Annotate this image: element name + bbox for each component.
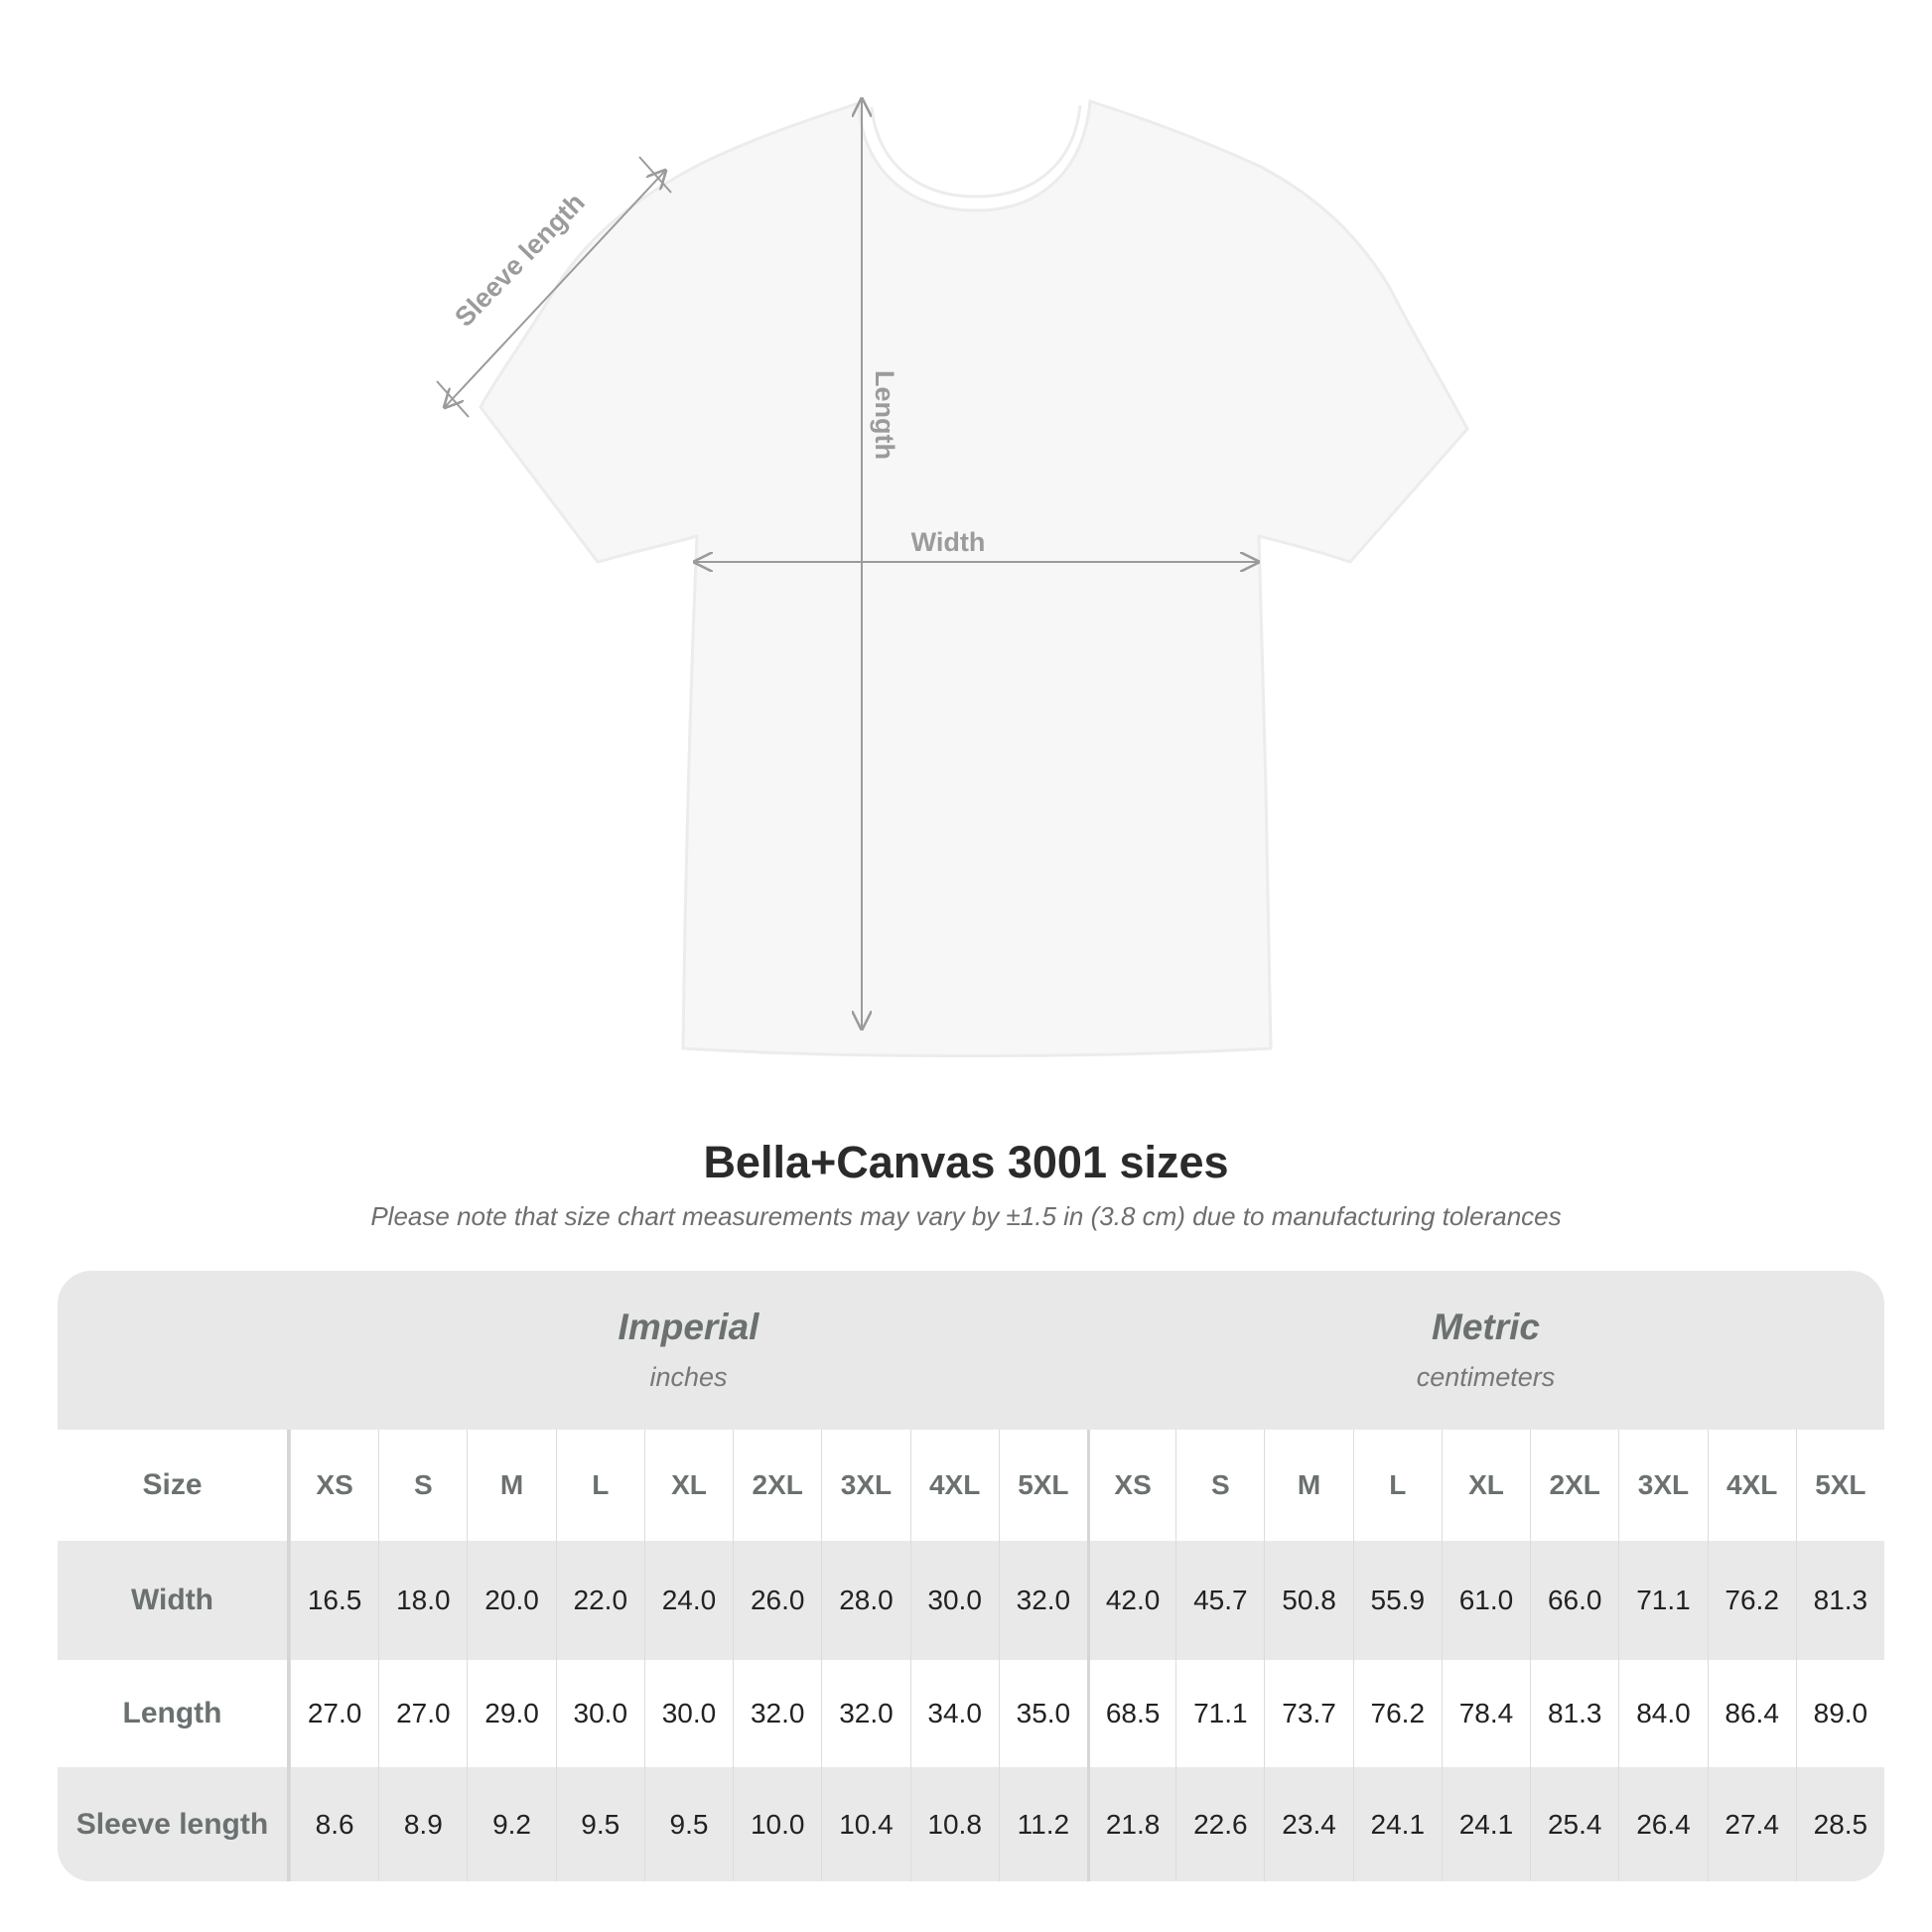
imperial-value-cell: 29.0 (467, 1660, 555, 1767)
size-header-row: Size XS S M L XL 2XL 3XL 4XL 5XL XS S M L XL 2XL 3XL 4XL 5… (58, 1430, 1884, 1541)
imperial-size-4xl: 4XL (909, 1430, 999, 1541)
imperial-size-xl: XL (643, 1430, 733, 1541)
metric-value-cell: 23.4 (1264, 1767, 1352, 1881)
imperial-value-cell: 35.0 (998, 1660, 1087, 1767)
imperial-value-cell: 9.2 (467, 1767, 555, 1881)
metric-value-cell: 24.1 (1441, 1767, 1530, 1881)
metric-size-4xl: 4XL (1707, 1430, 1796, 1541)
imperial-value-cell: 10.8 (909, 1767, 999, 1881)
metric-value-cell: 73.7 (1264, 1660, 1352, 1767)
metric-value-cell: 76.2 (1707, 1541, 1796, 1660)
metric-size-m: M (1264, 1430, 1352, 1541)
imperial-value-cell: 32.0 (998, 1541, 1087, 1660)
unit-system-header: Imperial inches Metric centimeters (58, 1271, 1884, 1430)
row-label: Width (58, 1541, 290, 1660)
imperial-value-cell: 16.5 (290, 1541, 378, 1660)
metric-value-cell: 24.1 (1352, 1767, 1442, 1881)
imperial-size-l: L (555, 1430, 644, 1541)
imperial-value-cell: 9.5 (643, 1767, 733, 1881)
metric-value-cell: 66.0 (1530, 1541, 1618, 1660)
metric-value-cell: 26.4 (1618, 1767, 1707, 1881)
imperial-value-cell: 27.0 (378, 1660, 467, 1767)
metric-value-cell: 50.8 (1264, 1541, 1352, 1660)
size-table: Imperial inches Metric centimeters Size X… (58, 1271, 1884, 1881)
imperial-value-cell: 28.0 (821, 1541, 909, 1660)
tshirt-diagram: Sleeve length Length Width (436, 0, 1469, 1057)
length-label: Length (870, 370, 899, 460)
metric-value-cell: 28.5 (1795, 1767, 1884, 1881)
metric-size-xl: XL (1441, 1430, 1530, 1541)
imperial-value-cell: 11.2 (998, 1767, 1087, 1881)
tshirt-shape (479, 98, 1469, 1057)
metric-value-cell: 71.1 (1618, 1541, 1707, 1660)
width-label: Width (911, 527, 986, 557)
imperial-value-cell: 24.0 (643, 1541, 733, 1660)
metric-unit: centimeters (1416, 1362, 1556, 1392)
metric-size-3xl: 3XL (1618, 1430, 1707, 1541)
imperial-value-cell: 32.0 (821, 1660, 909, 1767)
imperial-value-cell: 9.5 (555, 1767, 644, 1881)
metric-value-cell: 22.6 (1175, 1767, 1264, 1881)
imperial-size-3xl: 3XL (821, 1430, 909, 1541)
imperial-size-xs: XS (290, 1430, 378, 1541)
imperial-value-cell: 8.6 (290, 1767, 378, 1881)
imperial-value-cell: 22.0 (555, 1541, 644, 1660)
metric-value-cell: 76.2 (1352, 1660, 1442, 1767)
imperial-value-cell: 26.0 (733, 1541, 821, 1660)
tolerance-note: Please note that size chart measurements… (370, 1201, 1562, 1231)
imperial-value-cell: 20.0 (467, 1541, 555, 1660)
metric-value-cell: 45.7 (1175, 1541, 1264, 1660)
size-column-label: Size (58, 1430, 290, 1541)
imperial-value-cell: 8.9 (378, 1767, 467, 1881)
table-row-length: Length 27.0 27.0 29.0 30.0 30.0 32.0 32.0 34.0 35… (58, 1660, 1884, 1767)
imperial-value-cell: 18.0 (378, 1541, 467, 1660)
table-row-width: Width 16.5 18.0 20.0 22.0 24.0 26.0 28.0 30.0 32.… (58, 1541, 1884, 1660)
metric-title: Metric (1432, 1307, 1540, 1347)
metric-value-cell: 42.0 (1086, 1541, 1175, 1660)
metric-size-xs: XS (1086, 1430, 1175, 1541)
metric-value-cell: 25.4 (1530, 1767, 1618, 1881)
imperial-value-cell: 30.0 (909, 1541, 999, 1660)
metric-value-cell: 81.3 (1795, 1541, 1884, 1660)
imperial-size-s: S (378, 1430, 467, 1541)
metric-header: Metric centimeters (1087, 1271, 1884, 1430)
imperial-value-cell: 10.4 (821, 1767, 909, 1881)
metric-size-l: L (1352, 1430, 1442, 1541)
metric-value-cell: 61.0 (1441, 1541, 1530, 1660)
imperial-value-cell: 30.0 (555, 1660, 644, 1767)
imperial-unit: inches (649, 1362, 728, 1392)
imperial-value-cell: 34.0 (909, 1660, 999, 1767)
imperial-size-2xl: 2XL (733, 1430, 821, 1541)
imperial-value-cell: 30.0 (643, 1660, 733, 1767)
imperial-header: Imperial inches (290, 1271, 1087, 1430)
row-label: Sleeve length (58, 1767, 290, 1881)
imperial-title: Imperial (618, 1307, 759, 1347)
metric-size-5xl: 5XL (1795, 1430, 1884, 1541)
imperial-value-cell: 10.0 (733, 1767, 821, 1881)
row-label: Length (58, 1660, 290, 1767)
metric-size-s: S (1175, 1430, 1264, 1541)
metric-size-2xl: 2XL (1530, 1430, 1618, 1541)
metric-value-cell: 27.4 (1707, 1767, 1796, 1881)
metric-value-cell: 71.1 (1175, 1660, 1264, 1767)
metric-value-cell: 78.4 (1441, 1660, 1530, 1767)
sleeve-length-arrow (445, 171, 665, 407)
metric-value-cell: 84.0 (1618, 1660, 1707, 1767)
imperial-value-cell: 27.0 (290, 1660, 378, 1767)
metric-value-cell: 68.5 (1086, 1660, 1175, 1767)
table-row-sleeve-length: Sleeve length 8.6 8.9 9.2 9.5 9.5 10.0 10.4 10.8… (58, 1767, 1884, 1881)
imperial-size-5xl: 5XL (998, 1430, 1087, 1541)
imperial-value-cell: 32.0 (733, 1660, 821, 1767)
metric-value-cell: 89.0 (1795, 1660, 1884, 1767)
metric-value-cell: 81.3 (1530, 1660, 1618, 1767)
imperial-size-m: M (467, 1430, 555, 1541)
metric-value-cell: 21.8 (1086, 1767, 1175, 1881)
metric-value-cell: 86.4 (1707, 1660, 1796, 1767)
page-title: Bella+Canvas 3001 sizes (703, 1137, 1229, 1187)
metric-value-cell: 55.9 (1352, 1541, 1442, 1660)
